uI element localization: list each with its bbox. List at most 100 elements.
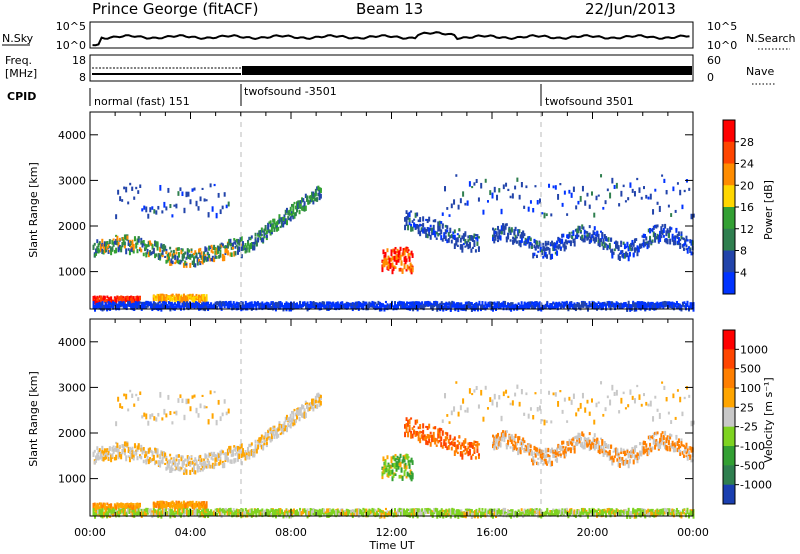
power-cell [293, 212, 296, 219]
power-cell [172, 249, 175, 256]
power-cell [152, 296, 155, 303]
velocity-cell [119, 509, 122, 513]
power-cell [203, 252, 206, 259]
power-cell [195, 301, 198, 304]
station-title: Prince George (fitACF) [92, 0, 258, 18]
power-cell [520, 235, 523, 238]
power-cell [113, 240, 116, 245]
velocity-cell [172, 456, 175, 463]
power-cell [502, 300, 505, 306]
power-cell [121, 199, 124, 202]
velocity-cell [434, 509, 437, 512]
velocity-cell [392, 463, 395, 467]
velocity-cell [223, 462, 226, 469]
power-cell [170, 304, 173, 309]
velocity-cell [466, 508, 469, 514]
velocity-cell [140, 447, 143, 452]
power-cell [188, 305, 191, 309]
power-cell [219, 209, 222, 215]
power-cell [455, 242, 458, 246]
velocity-cell [254, 439, 257, 444]
power-cell [465, 242, 468, 246]
power-cell [684, 306, 687, 311]
power-cell [143, 302, 146, 307]
velocity-cell [296, 509, 299, 513]
velocity-cell [240, 461, 243, 466]
power-cell [189, 253, 192, 259]
velocity-cell [317, 400, 320, 404]
power-cell [588, 204, 591, 209]
power-cell [562, 243, 565, 248]
velocity-cell [182, 459, 185, 466]
velocity-cell [95, 457, 98, 462]
power-cell [190, 294, 193, 300]
velocity-cell [427, 507, 430, 514]
velocity-cell [291, 511, 294, 514]
power-cell [639, 302, 642, 308]
power-cell [674, 240, 677, 246]
power-cell [171, 253, 174, 259]
velocity-cell [161, 502, 164, 509]
velocity-cell [130, 455, 133, 459]
velocity-cell [381, 466, 384, 470]
power-cell [136, 301, 139, 306]
power-cell [524, 239, 527, 243]
velocity-cell [245, 452, 248, 456]
power-cell [280, 221, 283, 226]
power-cell [592, 236, 595, 242]
velocity-cell [555, 510, 558, 513]
velocity-cell [298, 410, 301, 416]
power-cell [448, 306, 451, 309]
power-cell [446, 207, 449, 210]
power-cell [149, 240, 152, 245]
velocity-cell [617, 509, 620, 513]
velocity-cell [292, 410, 295, 416]
velocity-cell [101, 455, 104, 461]
power-cell [617, 246, 620, 249]
power-cell [595, 234, 598, 237]
velocity-cell [247, 449, 250, 453]
power-cell [356, 306, 359, 310]
velocity-cell [608, 507, 611, 511]
power-cell [132, 247, 135, 252]
power-cell [223, 246, 226, 249]
power-cell [511, 193, 514, 199]
power-cell [446, 239, 449, 244]
power-cell [650, 240, 653, 245]
velocity-cell [416, 512, 419, 516]
power-cell [391, 256, 394, 261]
power-cell [390, 258, 393, 262]
velocity-cell [410, 508, 413, 513]
velocity-cell [225, 507, 228, 511]
power-cell [229, 238, 232, 244]
velocity-cell [302, 405, 305, 409]
power-cell [517, 232, 520, 237]
velocity-cell [191, 500, 194, 507]
velocity-cell [638, 513, 641, 517]
power-cell [163, 201, 166, 208]
velocity-cell [547, 512, 550, 515]
power-cell [217, 192, 220, 198]
velocity-cell [225, 456, 228, 461]
velocity-cell [189, 460, 192, 466]
power-cell [523, 301, 526, 307]
power-cell [108, 249, 111, 253]
power-cell [442, 302, 445, 305]
velocity-cell [131, 446, 134, 451]
power-cell [292, 215, 295, 220]
velocity-cell [228, 512, 231, 516]
power-cell [109, 301, 112, 306]
velocity-cell [219, 456, 222, 460]
power-cell [392, 256, 395, 260]
power-cell [110, 247, 113, 251]
power-cell [650, 229, 653, 232]
power-cell [568, 301, 571, 306]
power-cell [185, 256, 188, 260]
power-cell [564, 245, 567, 250]
power-cell [434, 219, 437, 223]
power-cell [529, 200, 532, 204]
power-cell [472, 305, 475, 311]
velocity-cell [301, 405, 304, 410]
velocity-cell [546, 507, 549, 511]
power-cell [289, 216, 292, 222]
